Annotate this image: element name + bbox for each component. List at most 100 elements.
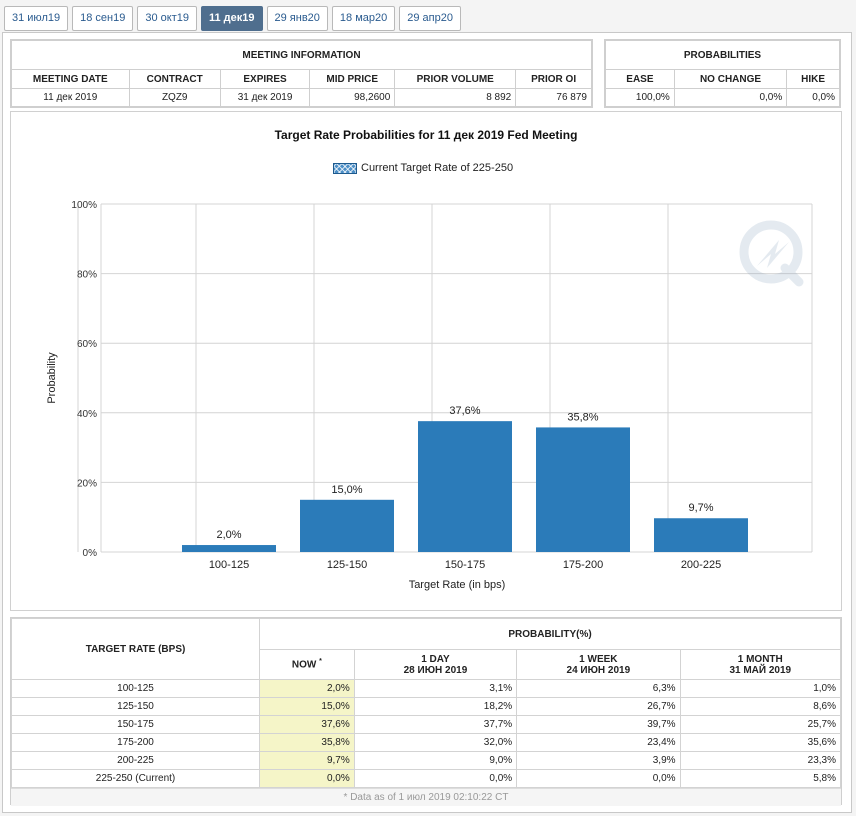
rate-cell: 175-200 bbox=[10, 733, 261, 752]
table-row: 125-150 15,0% 18,2% 26,7% 8,6% bbox=[10, 697, 842, 716]
meeting-information-table: MEETING INFORMATION MEETING DATE CONTRAC… bbox=[11, 40, 592, 107]
meeting-information-panel: MEETING INFORMATION MEETING DATE CONTRAC… bbox=[10, 39, 593, 108]
y-tick-label: 20% bbox=[77, 478, 97, 489]
prior-volume-value: 8 892 bbox=[394, 88, 517, 107]
ease-value: 100,0% bbox=[605, 88, 675, 107]
header-prior-oi: PRIOR OI bbox=[515, 69, 592, 89]
y-tick-label: 60% bbox=[77, 339, 97, 350]
tab-meeting-date[interactable]: 18 сен19 bbox=[72, 6, 134, 31]
table-row: 100-125 2,0% 3,1% 6,3% 1,0% bbox=[10, 679, 842, 698]
probability-history-table: TARGET RATE (BPS) PROBABILITY(%) NOW * 1… bbox=[10, 618, 842, 788]
tab-meeting-date[interactable]: 29 янв20 bbox=[266, 6, 328, 31]
data-label: 2,0% bbox=[216, 529, 241, 541]
header-contract: CONTRACT bbox=[128, 69, 221, 89]
header-probability-group: PROBABILITY(%) bbox=[259, 618, 841, 650]
day-cell: 37,7% bbox=[353, 715, 518, 734]
week-cell: 23,4% bbox=[516, 733, 681, 752]
hike-value: 0,0% bbox=[786, 88, 840, 107]
day-cell: 0,0% bbox=[353, 769, 518, 788]
contract-value: ZQZ9 bbox=[128, 88, 221, 107]
data-timestamp-footnote: * Data as of 1 июл 2019 02:10:22 CT bbox=[11, 788, 841, 806]
mid-price-value: 98,2600 bbox=[309, 88, 396, 107]
no-change-value: 0,0% bbox=[673, 88, 788, 107]
probability-history-panel: TARGET RATE (BPS) PROBABILITY(%) NOW * 1… bbox=[10, 617, 842, 806]
rate-cell: 100-125 bbox=[10, 679, 261, 698]
week-cell: 26,7% bbox=[516, 697, 681, 716]
header-1-day: 1 DAY 28 ИЮН 2019 bbox=[353, 649, 518, 680]
y-tick-label: 40% bbox=[77, 409, 97, 420]
meeting-information-title: MEETING INFORMATION bbox=[11, 40, 592, 70]
x-tick-label: 175-200 bbox=[563, 559, 603, 571]
header-now: NOW * bbox=[259, 649, 355, 680]
rate-cell: 225-250 (Current) bbox=[10, 769, 261, 788]
header-target-rate: TARGET RATE (BPS) bbox=[10, 618, 261, 680]
rate-cell: 125-150 bbox=[10, 697, 261, 716]
week-cell: 6,3% bbox=[516, 679, 681, 698]
table-row: 225-250 (Current) 0,0% 0,0% 0,0% 5,8% bbox=[10, 769, 842, 788]
bar-chart: 2,0% 15,0% 37,6% 35,8% 9,7% 0% 20% 40% 60% 80% 10… bbox=[46, 200, 813, 591]
bar bbox=[654, 518, 748, 552]
header-ease: EASE bbox=[605, 69, 675, 89]
header-meeting-date: MEETING DATE bbox=[11, 69, 130, 89]
y-tick-label: 100% bbox=[71, 200, 97, 211]
probabilities-panel: PROBABILITIES EASE NO CHANGE HIKE 100,0%… bbox=[604, 39, 841, 108]
month-cell: 1,0% bbox=[679, 679, 842, 698]
month-cell: 8,6% bbox=[679, 697, 842, 716]
rate-cell: 150-175 bbox=[10, 715, 261, 734]
legend-label: Current Target Rate of 225-250 bbox=[361, 162, 514, 174]
table-row: 175-200 35,8% 32,0% 23,4% 35,6% bbox=[10, 733, 842, 752]
week-cell: 39,7% bbox=[516, 715, 681, 734]
now-cell: 37,6% bbox=[259, 715, 355, 734]
header-expires: EXPIRES bbox=[219, 69, 311, 89]
week-cell: 0,0% bbox=[516, 769, 681, 788]
bar bbox=[182, 545, 276, 552]
header-mid-price: MID PRICE bbox=[309, 69, 396, 89]
week-cell: 3,9% bbox=[516, 751, 681, 770]
day-cell: 18,2% bbox=[353, 697, 518, 716]
table-row: 200-225 9,7% 9,0% 3,9% 23,3% bbox=[10, 751, 842, 770]
day-cell: 32,0% bbox=[353, 733, 518, 752]
tab-meeting-date[interactable]: 30 окт19 bbox=[137, 6, 197, 31]
tab-meeting-date[interactable]: 29 апр20 bbox=[399, 6, 461, 31]
header-1-week: 1 WEEK 24 ИЮН 2019 bbox=[516, 649, 681, 680]
y-tick-label: 0% bbox=[83, 548, 98, 559]
y-tick-label: 80% bbox=[77, 270, 97, 281]
month-cell: 5,8% bbox=[679, 769, 842, 788]
x-tick-label: 125-150 bbox=[327, 559, 367, 571]
data-label: 37,6% bbox=[449, 405, 480, 417]
day-cell: 3,1% bbox=[353, 679, 518, 698]
tab-meeting-date[interactable]: 18 мар20 bbox=[331, 6, 396, 31]
expires-value: 31 дек 2019 bbox=[219, 88, 311, 107]
x-axis-label: Target Rate (in bps) bbox=[409, 579, 506, 591]
bar bbox=[536, 427, 630, 552]
x-tick-label: 100-125 bbox=[209, 559, 249, 571]
probabilities-table: PROBABILITIES EASE NO CHANGE HIKE 100,0%… bbox=[605, 40, 840, 107]
probabilities-title: PROBABILITIES bbox=[605, 40, 840, 70]
prior-oi-value: 76 879 bbox=[515, 88, 592, 107]
bars bbox=[182, 421, 748, 552]
chart-legend[interactable]: Current Target Rate of 225-250 bbox=[333, 162, 513, 174]
month-cell: 25,7% bbox=[679, 715, 842, 734]
tab-meeting-date-active[interactable]: 11 дек19 bbox=[200, 6, 263, 31]
axes: 0% 20% 40% 60% 80% 100% 100-125 125-150 150-175 1… bbox=[71, 200, 721, 571]
bar bbox=[300, 499, 394, 552]
watermark-logo-icon bbox=[739, 220, 804, 287]
header-no-change: NO CHANGE bbox=[673, 69, 788, 89]
month-cell: 35,6% bbox=[679, 733, 842, 752]
data-labels: 2,0% 15,0% 37,6% 35,8% 9,7% bbox=[216, 405, 713, 541]
data-label: 15,0% bbox=[331, 484, 362, 496]
now-cell: 35,8% bbox=[259, 733, 355, 752]
day-cell: 9,0% bbox=[353, 751, 518, 770]
tab-meeting-date[interactable]: 31 июл19 bbox=[4, 6, 69, 31]
now-cell: 15,0% bbox=[259, 697, 355, 716]
now-cell: 0,0% bbox=[259, 769, 355, 788]
header-1-month: 1 MONTH 31 МАЙ 2019 bbox=[679, 649, 842, 680]
table-row: 150-175 37,6% 37,7% 39,7% 25,7% bbox=[10, 715, 842, 734]
x-tick-label: 150-175 bbox=[445, 559, 485, 571]
header-hike: HIKE bbox=[786, 69, 840, 89]
data-label: 9,7% bbox=[688, 502, 713, 514]
bar bbox=[418, 421, 512, 552]
chart-panel: Target Rate Probabilities for 11 дек 201… bbox=[10, 111, 842, 611]
header-prior-volume: PRIOR VOLUME bbox=[394, 69, 517, 89]
now-cell: 2,0% bbox=[259, 679, 355, 698]
